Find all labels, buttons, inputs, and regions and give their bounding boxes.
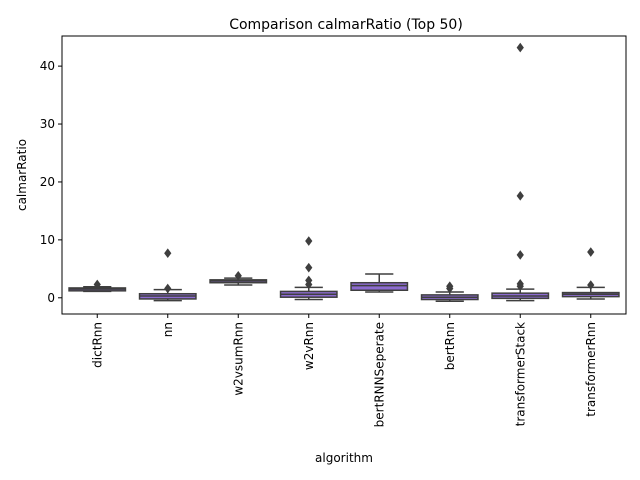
x-tick-label: dictRnn — [90, 322, 104, 368]
x-axis-label: algorithm — [315, 451, 373, 465]
outlier-point — [516, 42, 524, 53]
box-bertRNNSeperate — [350, 281, 409, 292]
outlier-point — [516, 279, 524, 289]
x-tick-label: nn — [161, 322, 175, 337]
outlier-point — [93, 279, 101, 290]
outlier-point — [305, 236, 313, 246]
outlier-point — [587, 247, 595, 257]
x-tick-label: w2vRnn — [302, 322, 316, 370]
x-tick-label: transformerRnn — [584, 322, 598, 417]
outlier-point — [305, 262, 313, 273]
outlier-point — [234, 270, 242, 281]
y-axis-label: calmarRatio — [15, 139, 29, 211]
x-tick-label: transformerStack — [513, 322, 527, 426]
outlier-point — [164, 283, 172, 294]
chart-title: Comparison calmarRatio (Top 50) — [229, 17, 463, 33]
y-tick-label: 30 — [40, 117, 55, 131]
outlier-point — [587, 280, 595, 290]
x-tick-label: w2vsumRnn — [231, 322, 245, 396]
y-tick-label: 40 — [40, 59, 55, 73]
plot-frame — [61, 35, 627, 315]
outlier-point — [164, 248, 172, 259]
y-tick-label: 20 — [40, 175, 55, 189]
outlier-point — [446, 281, 454, 292]
x-tick-label: bertRNNSeperate — [372, 322, 386, 427]
y-tick-label: 0 — [47, 291, 55, 305]
y-tick-label: 10 — [40, 233, 55, 247]
plot-area: 0 10 20 30 40 dictRnn nn w2vsumRnn w2vRnn bertRNN… — [40, 42, 620, 427]
outlier-point — [516, 191, 524, 201]
x-tick-label: bertRnn — [443, 322, 457, 370]
outlier-point — [305, 275, 313, 286]
outlier-point — [516, 250, 524, 260]
